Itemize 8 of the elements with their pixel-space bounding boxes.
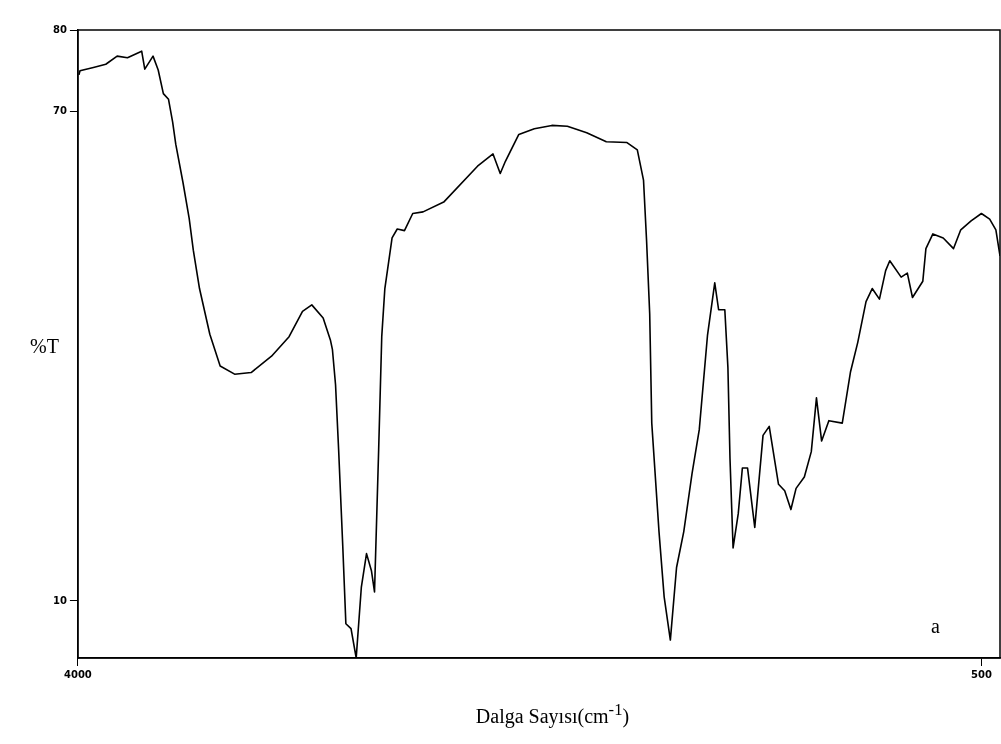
x-tick-label: 500	[970, 668, 992, 680]
y-tick-label: 80	[52, 23, 67, 35]
y-axis-title: %T	[30, 335, 59, 358]
annotation: a	[931, 615, 941, 638]
y-tick-label: 10	[52, 594, 67, 606]
y-tick-label: 70	[52, 105, 67, 117]
x-axis-title: Dalga Sayısı(cm$^{-1}$)	[474, 700, 631, 728]
x-tick-label: 4000	[63, 668, 92, 680]
